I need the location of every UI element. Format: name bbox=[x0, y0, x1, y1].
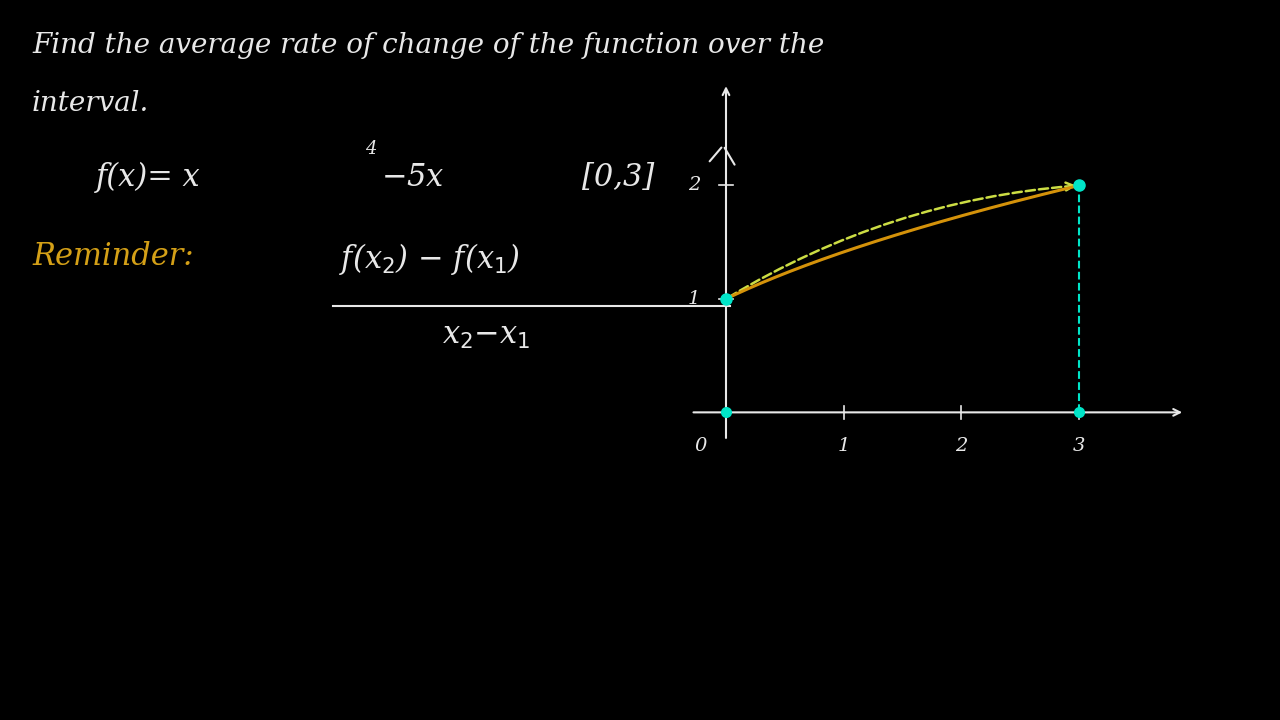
Text: [0,3]: [0,3] bbox=[582, 162, 654, 193]
Text: 0: 0 bbox=[694, 437, 707, 455]
Text: f(x$_2$) $-$ f(x$_1$): f(x$_2$) $-$ f(x$_1$) bbox=[339, 241, 521, 277]
Text: x$_2$$-$x$_1$: x$_2$$-$x$_1$ bbox=[442, 320, 530, 351]
Text: 2: 2 bbox=[955, 437, 968, 455]
Text: Find the average rate of change of the function over the: Find the average rate of change of the f… bbox=[32, 32, 824, 59]
Text: f(x)= x: f(x)= x bbox=[96, 162, 201, 193]
Text: $-$5x: $-$5x bbox=[381, 162, 445, 193]
Text: 1: 1 bbox=[837, 437, 850, 455]
Text: 1: 1 bbox=[687, 290, 700, 308]
Text: 4: 4 bbox=[365, 140, 376, 158]
Text: Reminder:: Reminder: bbox=[32, 241, 193, 272]
Text: 2: 2 bbox=[687, 176, 700, 194]
Text: 3: 3 bbox=[1073, 437, 1085, 455]
Text: interval.: interval. bbox=[32, 90, 150, 117]
